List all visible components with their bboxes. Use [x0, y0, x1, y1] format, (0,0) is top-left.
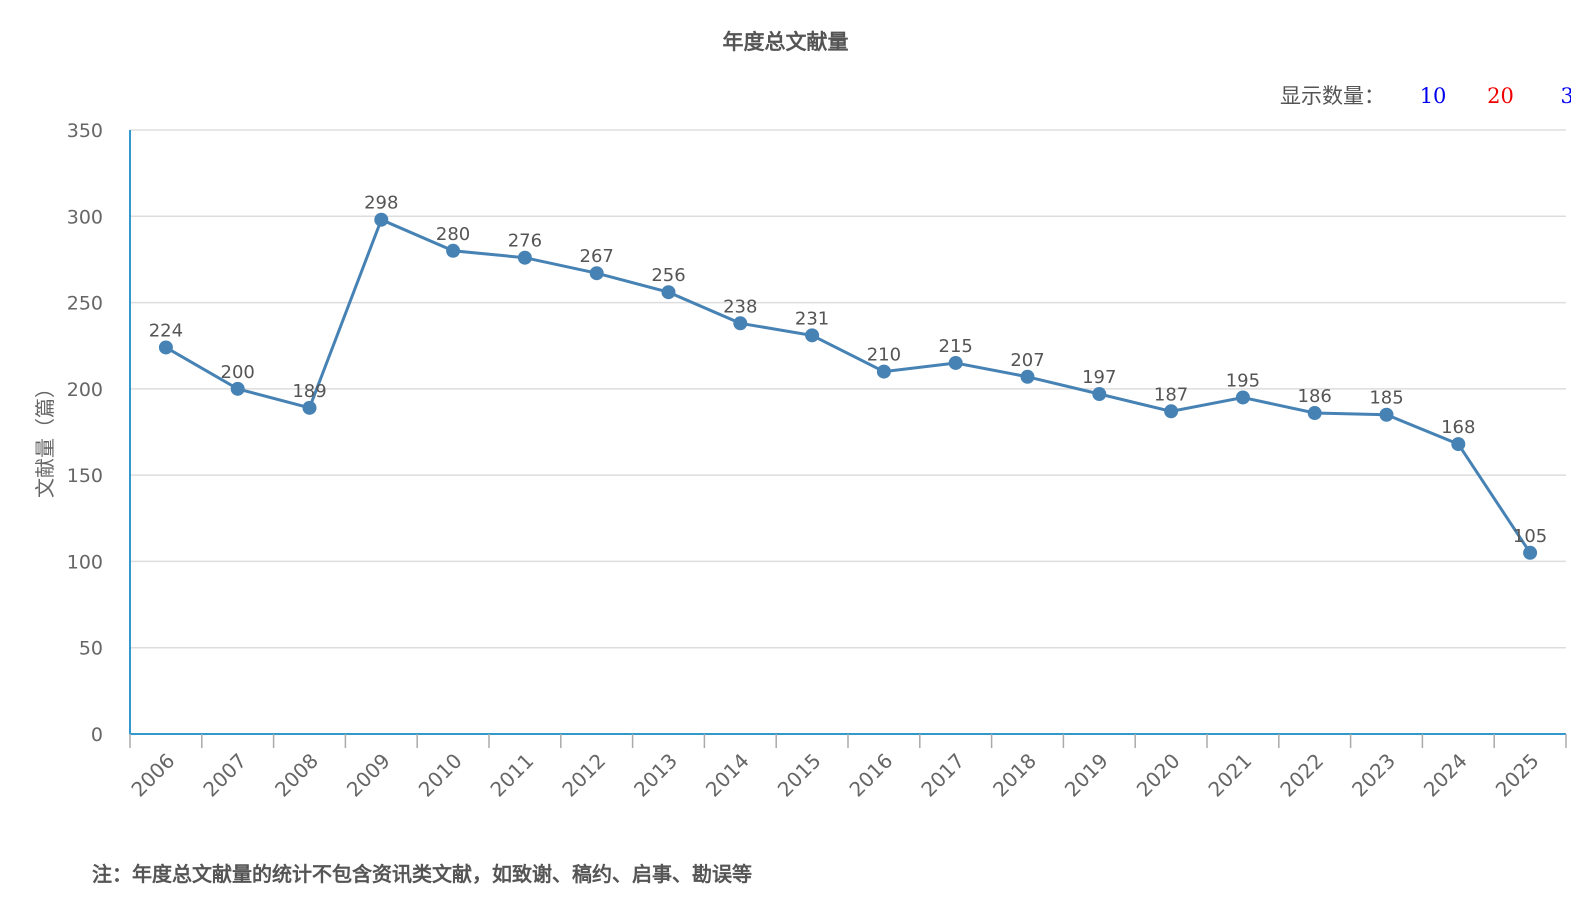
- data-label: 207: [1010, 350, 1044, 371]
- data-point[interactable]: [1020, 369, 1035, 384]
- data-point[interactable]: [1307, 406, 1322, 421]
- x-tick-label: 2024: [1419, 749, 1472, 802]
- data-label: 280: [436, 224, 470, 245]
- x-tick-label: 2015: [773, 749, 826, 802]
- data-label: 298: [364, 193, 398, 214]
- count-option-30[interactable]: 30: [1560, 84, 1571, 108]
- data-point[interactable]: [446, 243, 461, 258]
- data-label: 231: [795, 308, 829, 329]
- data-point[interactable]: [661, 285, 676, 300]
- data-label: 187: [1154, 384, 1188, 405]
- chart-title: 年度总文献量: [722, 30, 849, 54]
- x-tick-label: 2010: [414, 749, 467, 802]
- y-tick-label: 250: [67, 293, 103, 315]
- data-point[interactable]: [158, 340, 173, 355]
- data-label: 195: [1226, 370, 1260, 391]
- x-tick-labels: 2006 2007 2008 2009 2010 2011 2012 2013 2014 2015…: [126, 749, 1543, 802]
- x-tick-label: 2025: [1491, 749, 1544, 802]
- data-point[interactable]: [1379, 407, 1394, 422]
- count-selector-label: 显示数量：: [1280, 84, 1385, 108]
- data-label: 267: [580, 246, 614, 267]
- data-label: 105: [1513, 526, 1547, 547]
- data-point[interactable]: [733, 316, 748, 331]
- data-point[interactable]: [805, 328, 820, 343]
- x-tick-label: 2009: [342, 749, 395, 802]
- data-label: 185: [1369, 388, 1403, 409]
- data-label: 224: [149, 320, 183, 341]
- data-point[interactable]: [1164, 404, 1179, 419]
- y-tick-label: 300: [67, 206, 103, 228]
- data-label: 189: [292, 381, 326, 402]
- count-selector: 显示数量： 10 20 30: [1280, 80, 1571, 110]
- y-axis-label: 文献量（篇）: [33, 378, 57, 498]
- x-tick-label: 2008: [270, 749, 323, 802]
- y-tick-labels: 0 50 100 150 200 250 300 350: [67, 120, 103, 746]
- data-point[interactable]: [302, 400, 317, 415]
- data-point[interactable]: [948, 355, 963, 370]
- data-point[interactable]: [1092, 387, 1107, 402]
- y-tick-label: 50: [79, 638, 103, 660]
- x-tick-label: 2013: [629, 749, 682, 802]
- data-point[interactable]: [374, 212, 389, 227]
- x-tick-label: 2016: [844, 749, 897, 802]
- data-point[interactable]: [876, 364, 891, 379]
- data-point[interactable]: [517, 250, 532, 265]
- series-line: [165, 217, 1532, 554]
- data-label: 186: [1298, 386, 1332, 407]
- data-label: 197: [1082, 367, 1116, 388]
- y-tick-label: 200: [67, 379, 103, 401]
- x-tick-label: 2019: [1060, 749, 1113, 802]
- x-tick-label: 2014: [701, 749, 754, 802]
- x-tick-label: 2006: [126, 749, 179, 802]
- data-label: 210: [867, 345, 901, 366]
- x-tick-label: 2017: [916, 749, 969, 802]
- count-option-20[interactable]: 20: [1487, 84, 1514, 108]
- data-label: 256: [651, 265, 685, 286]
- x-tick-label: 2022: [1275, 749, 1328, 802]
- x-tick-label: 2021: [1203, 749, 1256, 802]
- y-tick-label: 100: [67, 551, 103, 573]
- x-tick-label: 2011: [485, 749, 538, 802]
- data-points: [158, 212, 1538, 560]
- count-option-10[interactable]: 10: [1419, 84, 1447, 108]
- data-label: 168: [1441, 417, 1475, 438]
- data-point[interactable]: [1523, 545, 1538, 560]
- x-tick-label: 2023: [1347, 749, 1400, 802]
- data-point[interactable]: [1235, 390, 1250, 405]
- y-tick-label: 350: [67, 120, 103, 142]
- footnote: 注：年度总文献量的统计不包含资讯类文献，如致谢、稿约、启事、勘误等: [92, 862, 752, 886]
- x-tick-label: 2020: [1132, 749, 1185, 802]
- data-point[interactable]: [589, 266, 604, 281]
- data-label: 215: [939, 336, 973, 357]
- data-label: 238: [723, 296, 757, 317]
- axes: [129, 130, 1567, 748]
- data-point[interactable]: [230, 381, 245, 396]
- data-point[interactable]: [1451, 437, 1466, 452]
- y-tick-label: 150: [67, 465, 103, 487]
- data-label: 276: [508, 231, 542, 252]
- y-tick-label: 0: [91, 724, 103, 746]
- x-tick-label: 2012: [557, 749, 610, 802]
- x-tick-label: 2007: [198, 749, 251, 802]
- grid-lines: [130, 129, 1566, 649]
- data-label: 200: [221, 362, 255, 383]
- x-tick-label: 2018: [988, 749, 1041, 802]
- data-labels: 224 200 189 298 280 276 267 256 238 231 210 215 207 1…: [149, 193, 1548, 547]
